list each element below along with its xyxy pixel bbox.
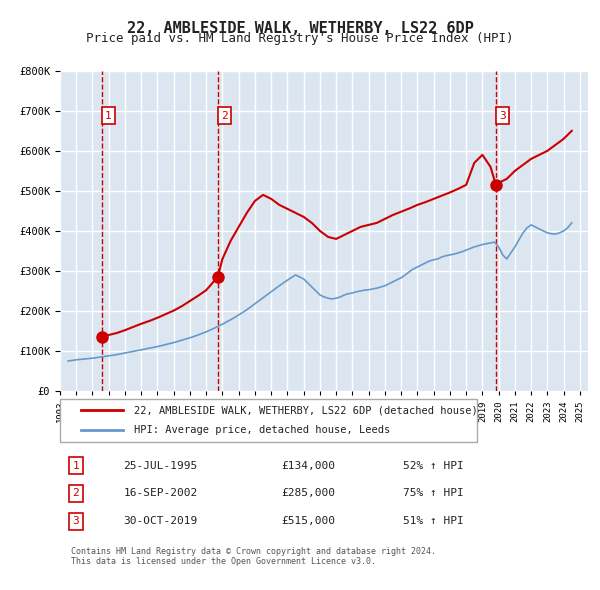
- Text: 22, AMBLESIDE WALK, WETHERBY, LS22 6DP: 22, AMBLESIDE WALK, WETHERBY, LS22 6DP: [127, 21, 473, 35]
- Text: 2: 2: [221, 111, 228, 120]
- Text: £515,000: £515,000: [282, 516, 336, 526]
- Text: 2: 2: [73, 489, 79, 499]
- Text: 3: 3: [73, 516, 79, 526]
- Text: 52% ↑ HPI: 52% ↑ HPI: [403, 461, 464, 471]
- Text: 30-OCT-2019: 30-OCT-2019: [124, 516, 197, 526]
- Text: 1: 1: [105, 111, 112, 120]
- Text: 51% ↑ HPI: 51% ↑ HPI: [403, 516, 464, 526]
- Text: 75% ↑ HPI: 75% ↑ HPI: [403, 489, 464, 499]
- Text: Contains HM Land Registry data © Crown copyright and database right 2024.
This d: Contains HM Land Registry data © Crown c…: [71, 547, 436, 566]
- Text: 25-JUL-1995: 25-JUL-1995: [124, 461, 197, 471]
- Text: 22, AMBLESIDE WALK, WETHERBY, LS22 6DP (detached house): 22, AMBLESIDE WALK, WETHERBY, LS22 6DP (…: [134, 405, 478, 415]
- Text: 3: 3: [499, 111, 506, 120]
- Text: 16-SEP-2002: 16-SEP-2002: [124, 489, 197, 499]
- Text: Price paid vs. HM Land Registry's House Price Index (HPI): Price paid vs. HM Land Registry's House …: [86, 32, 514, 45]
- Text: 1: 1: [73, 461, 79, 471]
- Text: £285,000: £285,000: [282, 489, 336, 499]
- FancyBboxPatch shape: [60, 398, 477, 442]
- Text: HPI: Average price, detached house, Leeds: HPI: Average price, detached house, Leed…: [134, 425, 390, 435]
- Text: £134,000: £134,000: [282, 461, 336, 471]
